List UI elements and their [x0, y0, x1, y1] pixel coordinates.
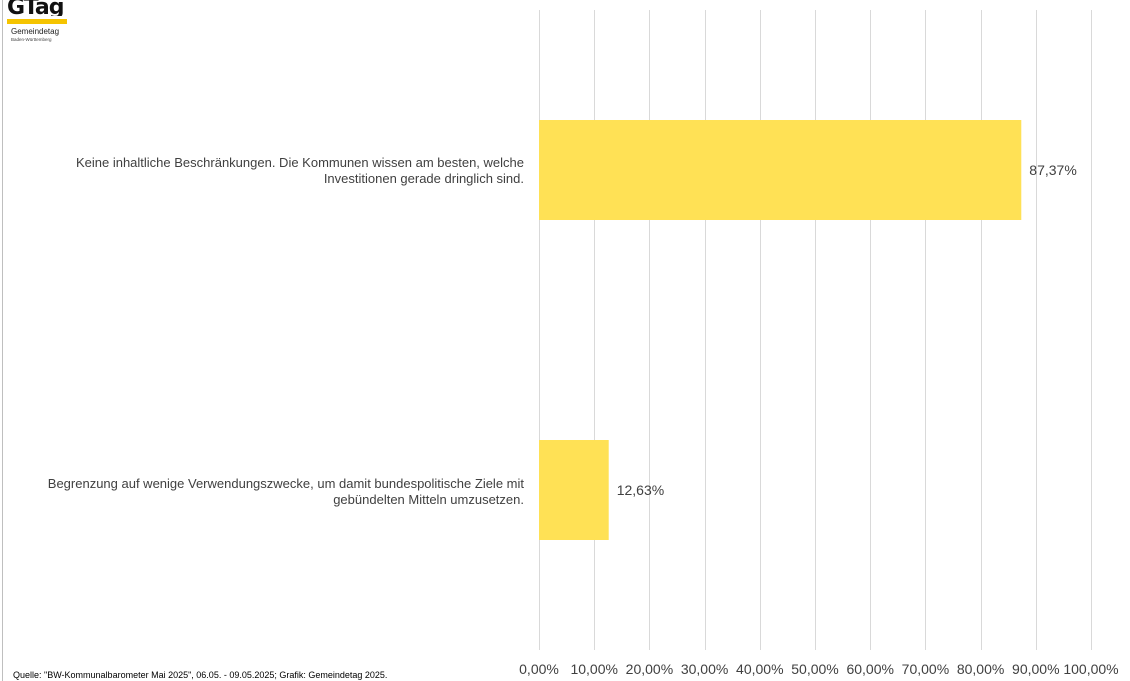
category-label-2: Begrenzung auf wenige Verwendungszwecke,…: [4, 476, 524, 508]
data-labels: 87,37% 12,63%: [617, 162, 1077, 498]
bars: [539, 120, 1022, 540]
left-border-line: [2, 0, 3, 681]
logo-mark: GTag: [7, 0, 64, 16]
x-tick-label-3: 30,00%: [681, 661, 728, 677]
category-label-2-line-1: Begrenzung auf wenige Verwendungszwecke,…: [47, 476, 524, 491]
x-tick-label-8: 80,00%: [957, 661, 1004, 677]
source-note: Quelle: "BW-Kommunalbarometer Mai 2025",…: [13, 670, 388, 680]
category-label-1: Keine inhaltliche Beschränkungen. Die Ko…: [4, 155, 524, 187]
x-tick-label-0: 0,00%: [519, 661, 559, 677]
x-tick-label-6: 60,00%: [846, 661, 893, 677]
category-label-1-line-2: Investitionen gerade dringlich sind.: [323, 171, 524, 186]
logo-org-sub: Baden-Württemberg: [11, 37, 52, 42]
x-tick-label-10: 100,00%: [1063, 661, 1118, 677]
logo-org-name: Gemeindetag: [11, 27, 60, 36]
bar-2: [539, 440, 609, 540]
x-tick-label-1: 10,00%: [570, 661, 617, 677]
x-tick-label-2: 20,00%: [626, 661, 673, 677]
x-tick-label-7: 70,00%: [902, 661, 949, 677]
bar-1: [539, 120, 1022, 220]
category-label-2-line-2: gebündelten Mitteln umzusetzen.: [333, 492, 524, 507]
x-tick-label-4: 40,00%: [736, 661, 783, 677]
logo-yellow-bar: [7, 19, 67, 24]
data-label-2: 12,63%: [617, 482, 664, 498]
grid-lines: [539, 10, 1092, 650]
x-tick-label-9: 90,00%: [1012, 661, 1059, 677]
gemeindetag-logo: GTag Gemeindetag Baden-Württemberg: [7, 0, 69, 46]
x-axis-tick-labels: 0,00% 10,00% 20,00% 30,00% 40,00% 50,00% 60,00…: [519, 661, 1118, 677]
x-tick-label-5: 50,00%: [791, 661, 838, 677]
data-label-1: 87,37%: [1029, 162, 1076, 178]
category-label-1-line-1: Keine inhaltliche Beschränkungen. Die Ko…: [75, 155, 524, 170]
